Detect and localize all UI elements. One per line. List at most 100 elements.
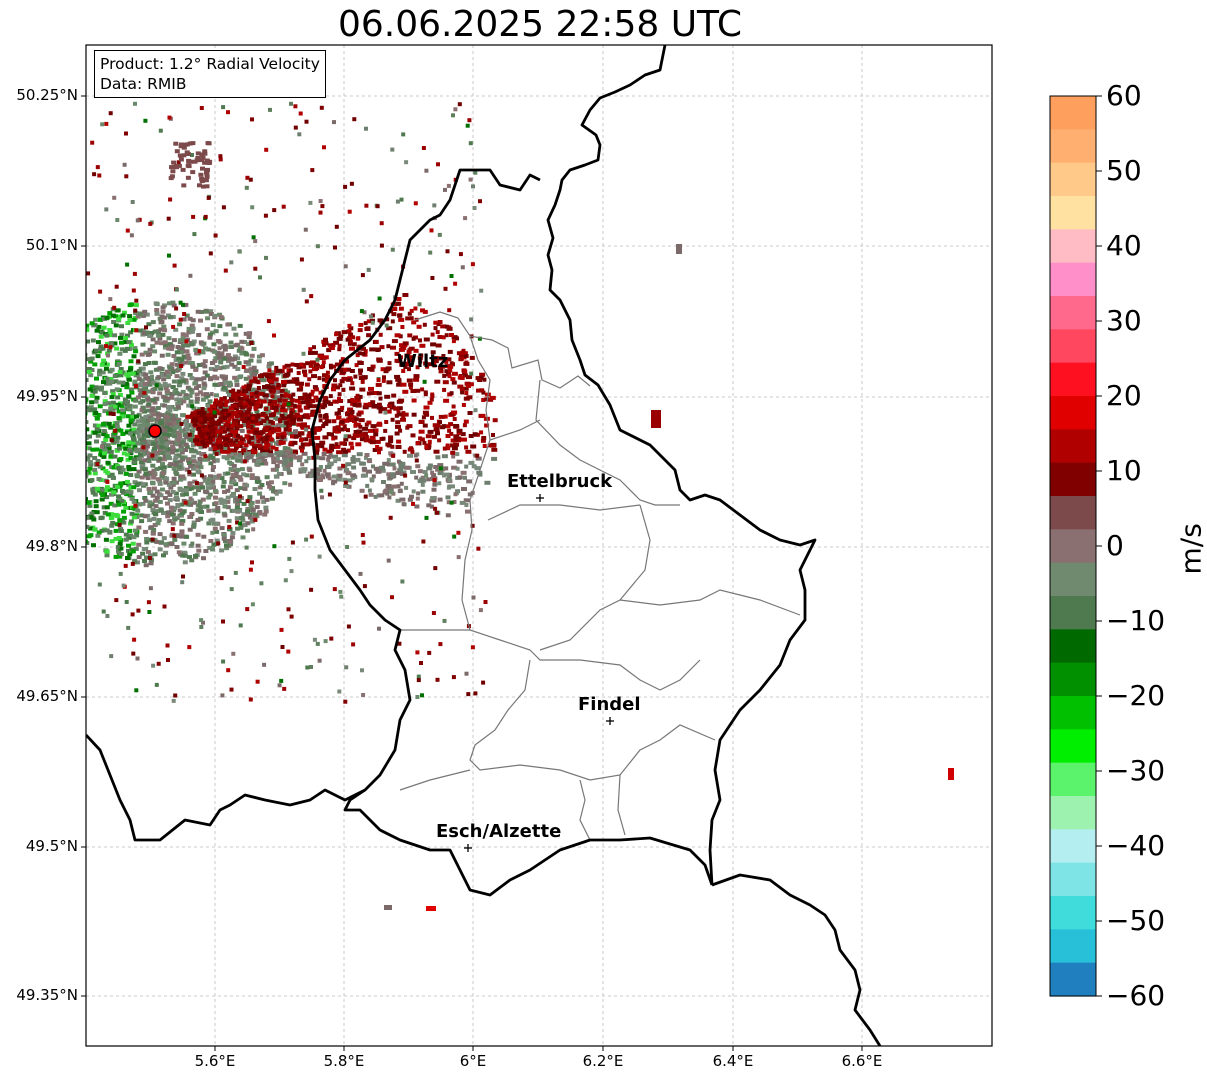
- echo-pixel: [363, 321, 368, 326]
- echo-pixel: [318, 210, 323, 215]
- echo-pixel: [435, 455, 441, 460]
- echo-pixel: [491, 447, 498, 452]
- echo-pixel: [170, 444, 176, 449]
- echo-pixel: [219, 374, 225, 379]
- echo-pixel: [166, 417, 172, 422]
- echo-pixel: [453, 492, 458, 497]
- echo-pixel: [189, 512, 195, 516]
- echo-pixel: [78, 520, 83, 524]
- echo-pixel: [279, 423, 285, 428]
- echo-pixel: [249, 341, 254, 345]
- echo-pixel: [284, 420, 290, 425]
- echo-pixel: [197, 349, 202, 354]
- echo-pixel: [108, 449, 114, 454]
- echo-pixel: [101, 429, 107, 433]
- echo-pixel: [321, 424, 326, 429]
- echo-pixel: [113, 528, 119, 533]
- echo-pixel: [218, 429, 224, 434]
- echo-pixel: [190, 329, 195, 334]
- echo-pixel: [355, 336, 360, 341]
- echo-pixel: [86, 352, 88, 357]
- echo-pixel: [201, 556, 206, 561]
- echo-pixel: [433, 427, 440, 432]
- echo-pixel: [115, 308, 121, 313]
- echo-pixel: [192, 500, 198, 505]
- echo-pixel: [134, 414, 139, 419]
- echo-pixel: [152, 523, 158, 527]
- echo-pixel: [176, 163, 182, 168]
- echo-pixel: [292, 432, 298, 437]
- echo-pixel: [151, 475, 157, 480]
- echo-pixel: [203, 549, 209, 553]
- echo-pixel: [147, 334, 153, 338]
- echo-pixel: [251, 416, 255, 421]
- echo-pixel: [184, 534, 190, 539]
- echo-pixel: [126, 394, 132, 399]
- echo-pixel: [283, 431, 289, 435]
- echo-pixel: [233, 482, 239, 487]
- echo-pixel: [116, 361, 122, 366]
- echo-pixel: [162, 345, 168, 350]
- echo-pixel: [86, 427, 90, 432]
- echo-pixel: [129, 440, 135, 445]
- echo-pixel: [206, 403, 212, 408]
- echo-pixel: [167, 253, 171, 258]
- echo-pixel: [385, 484, 392, 488]
- echo-pixel: [95, 354, 101, 359]
- echo-pixel: [118, 481, 124, 486]
- echo-pixel: [71, 340, 76, 344]
- echo-pixel: [423, 405, 430, 410]
- echo-pixel: [131, 651, 136, 656]
- echo-pixel: [208, 539, 214, 543]
- echo-pixel: [241, 419, 248, 423]
- echo-pixel: [229, 442, 236, 447]
- echo-pixel: [376, 391, 382, 396]
- echo-pixel: [95, 459, 101, 463]
- echo-pixel: [307, 431, 313, 436]
- echo-pixel: [114, 439, 120, 444]
- echo-pixel: [145, 330, 150, 335]
- echo-pixel: [337, 392, 342, 397]
- echo-pixel: [130, 612, 135, 617]
- echo-pixel: [230, 424, 235, 429]
- echo-pixel: [442, 373, 447, 378]
- lat-tick-label: 49.8°N: [25, 537, 78, 555]
- echo-pixel: [274, 365, 279, 370]
- echo-pixel: [225, 499, 231, 504]
- echo-pixel: [115, 514, 121, 518]
- colorbar-segment: [1050, 529, 1096, 564]
- echo-pixel: [349, 386, 356, 391]
- echo-pixel: [168, 462, 174, 467]
- echo-pixel: [400, 579, 405, 584]
- echo-pixel: [189, 376, 195, 381]
- echo-pixel: [159, 473, 165, 478]
- echo-pixel: [169, 395, 175, 400]
- echo-pixel: [360, 273, 365, 278]
- map-title: 06.06.2025 22:58 UTC: [337, 4, 743, 45]
- echo-pixel: [332, 587, 337, 592]
- echo-pixel: [62, 513, 67, 517]
- echo-pixel: [385, 461, 390, 466]
- echo-pixel: [132, 346, 138, 351]
- echo-pixel: [390, 319, 395, 324]
- echo-pixel: [298, 396, 304, 400]
- echo-pixel: [42, 376, 47, 380]
- echo-pixel: [93, 499, 99, 504]
- echo-pixel: [86, 420, 89, 425]
- echo-pixel: [41, 422, 46, 426]
- echo-pixel: [163, 343, 168, 347]
- echo-pixel: [201, 475, 207, 480]
- echo-pixel: [156, 456, 162, 461]
- echo-pixel: [358, 368, 363, 373]
- echo-pixel: [469, 355, 475, 360]
- echo-pixel: [386, 458, 391, 463]
- echo-pixel: [140, 501, 146, 506]
- echo-pixel: [190, 318, 196, 323]
- echo-pixel: [447, 472, 452, 477]
- echo-pixel: [112, 436, 118, 441]
- echo-pixel: [390, 417, 395, 422]
- echo-pixel: [166, 482, 172, 487]
- echo-pixel: [43, 360, 48, 364]
- echo-pixel: [43, 496, 48, 500]
- echo-pixel: [58, 499, 63, 503]
